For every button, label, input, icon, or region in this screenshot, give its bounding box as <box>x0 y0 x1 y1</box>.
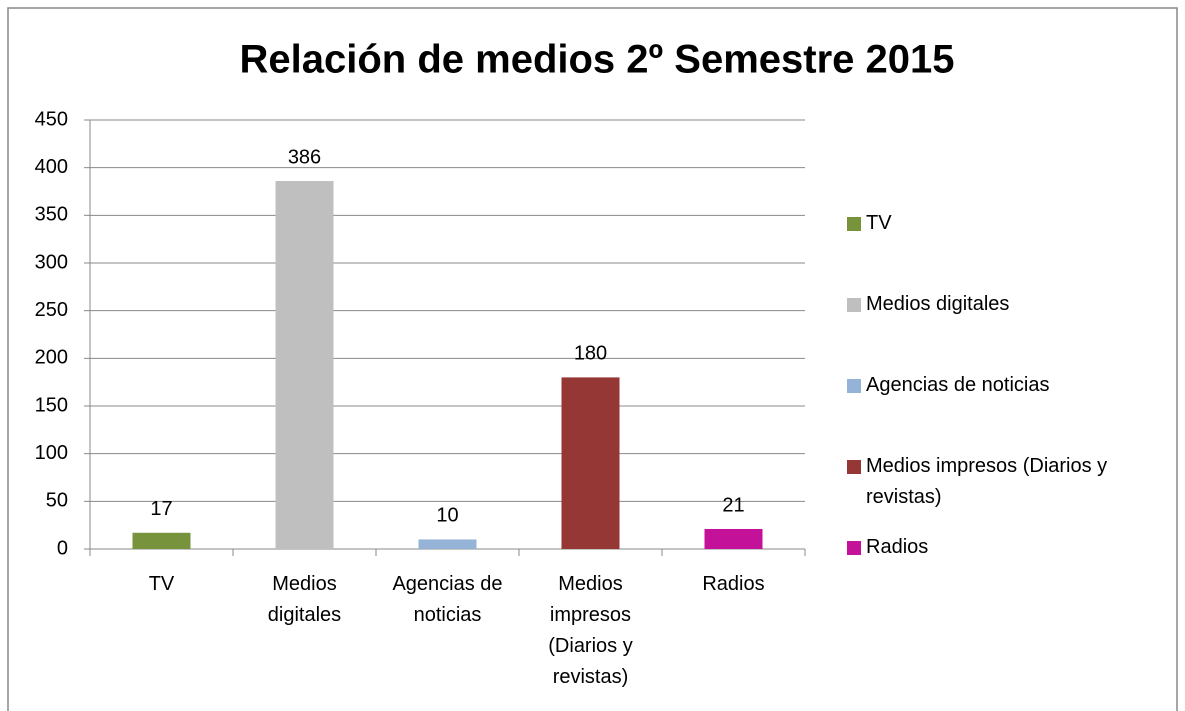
y-tick-label: 50 <box>46 490 68 512</box>
x-tick-label: Medios impresos (Diarios y revistas) <box>548 573 633 688</box>
y-tick-label: 150 <box>35 394 68 416</box>
data-label: 10 <box>436 505 458 527</box>
bar <box>275 181 334 549</box>
y-tick-label: 250 <box>35 299 68 321</box>
legend-label: Radios <box>866 536 929 558</box>
bar <box>132 532 191 549</box>
x-tick-label: Radios <box>702 573 765 595</box>
bar <box>704 528 763 549</box>
legend-swatch <box>847 541 861 555</box>
x-tick-label: Medios digitales <box>267 573 342 626</box>
y-tick-label: 100 <box>35 442 68 464</box>
chart-title: Relación de medios 2º Semestre 2015 <box>240 38 955 82</box>
data-label: 21 <box>722 494 744 516</box>
data-label: 386 <box>288 146 321 168</box>
legend-swatch <box>847 460 861 474</box>
y-tick-label: 200 <box>35 347 68 369</box>
data-label: 180 <box>574 343 607 365</box>
legend-label: TV <box>866 212 892 234</box>
legend-label: Medios impresos (Diarios y revistas) <box>866 455 1108 508</box>
x-tick-label: TV <box>148 573 175 595</box>
y-tick-label: 0 <box>57 537 68 559</box>
y-tick-label: 400 <box>35 156 68 178</box>
data-label: 17 <box>150 498 172 520</box>
chart-border <box>7 7 1178 711</box>
y-tick-label: 350 <box>35 204 68 226</box>
legend-swatch <box>847 298 861 312</box>
legend-swatch <box>847 379 861 393</box>
legend-label: Agencias de noticias <box>866 374 1050 396</box>
y-tick-label: 300 <box>35 251 68 273</box>
y-tick-label: 450 <box>35 108 68 130</box>
bar <box>561 377 620 549</box>
x-tick-label: Agencias de noticias <box>392 573 503 626</box>
bar <box>418 539 477 549</box>
legend-swatch <box>847 217 861 231</box>
legend-label: Medios digitales <box>866 293 1010 315</box>
